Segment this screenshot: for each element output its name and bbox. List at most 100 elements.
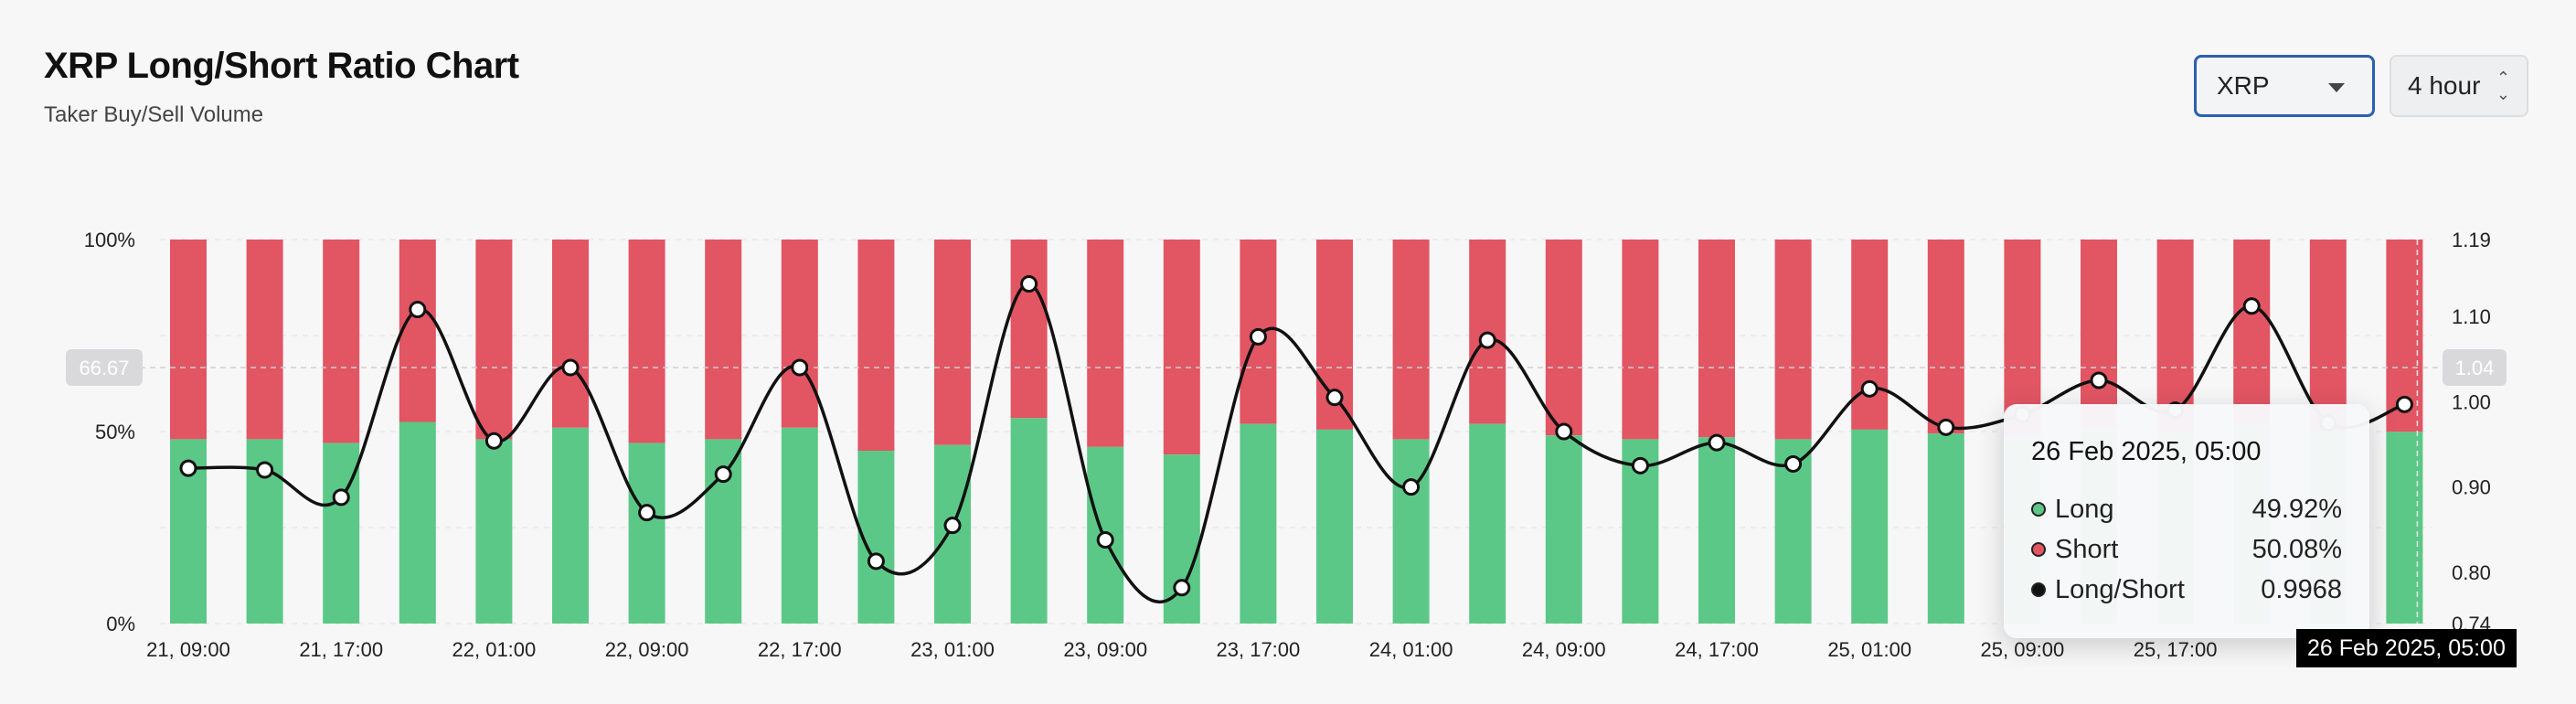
- short-bar: [1622, 240, 1659, 440]
- tooltip-date: 26 Feb 2025, 05:00: [2031, 437, 2262, 466]
- long-bar: [1392, 439, 1430, 624]
- x-axis-tick: 23, 01:00: [910, 638, 995, 661]
- short-bar: [1545, 240, 1582, 436]
- short-bar: [1163, 240, 1200, 455]
- tooltip-row-ratio: Long/Short 0.9968: [2031, 570, 2342, 610]
- interval-select-value: 4 hour: [2408, 71, 2481, 100]
- ratio-point: [179, 459, 197, 477]
- tooltip-short-label: Short: [2055, 534, 2119, 564]
- ratio-point: [1402, 478, 1421, 496]
- long-bar: [1851, 429, 1889, 624]
- x-axis-tick: 21, 09:00: [146, 638, 230, 661]
- x-axis-tick: 25, 09:00: [1981, 638, 2065, 661]
- symbol-select-value: XRP: [2217, 71, 2270, 100]
- short-bar: [170, 240, 207, 440]
- left-axis-tick: 100%: [84, 229, 135, 251]
- short-bar: [1087, 240, 1124, 447]
- tooltip-long-label: Long: [2055, 494, 2114, 524]
- short-bar: [934, 240, 971, 445]
- ratio-point: [867, 552, 885, 571]
- short-bar: [1698, 240, 1735, 438]
- chart-subtitle: Taker Buy/Sell Volume: [44, 102, 264, 127]
- short-bar: [2081, 240, 2117, 428]
- tooltip-ratio-value: 0.9968: [2261, 574, 2342, 604]
- left-value-badge: [66, 349, 143, 386]
- ratio-point: [638, 504, 656, 522]
- long-bar: [628, 443, 665, 624]
- chart-title: XRP Long/Short Ratio Chart: [44, 46, 519, 86]
- long-bar: [1240, 423, 1277, 624]
- ratio-point: [1937, 418, 1955, 436]
- ratio-point: [714, 465, 732, 484]
- ratio-point: [256, 461, 274, 479]
- long-bar: [1469, 423, 1506, 624]
- long-dot-icon: [2031, 502, 2046, 517]
- updown-chevron-icon: ⌃ ⌄: [2496, 69, 2510, 103]
- interval-select[interactable]: 4 hour ⌃ ⌄: [2390, 55, 2528, 117]
- ratio-point: [2090, 371, 2108, 389]
- x-axis-tick: 24, 09:00: [1522, 638, 1606, 661]
- short-bar: [1851, 240, 1889, 430]
- ratio-point: [1325, 389, 1344, 407]
- chart-tooltip: 26 Feb 2025, 05:00 Long 49.92% Short 50.…: [2004, 404, 2369, 638]
- x-axis-tick: 22, 17:00: [758, 638, 842, 661]
- short-bar: [399, 240, 436, 422]
- symbol-select[interactable]: XRP: [2194, 55, 2375, 117]
- ratio-line: [187, 282, 2405, 604]
- short-dot-icon: [2031, 542, 2046, 557]
- short-bar: [2004, 240, 2041, 436]
- tooltip-ratio-label: Long/Short: [2055, 574, 2185, 604]
- x-axis-tick: 24, 01:00: [1369, 638, 1453, 661]
- tooltip-row-long: Long 49.92%: [2031, 489, 2342, 529]
- x-axis-tick: 22, 01:00: [452, 638, 537, 661]
- long-bar: [1927, 433, 1964, 624]
- ratio-point: [409, 301, 427, 319]
- x-axis-tick: 23, 17:00: [1217, 638, 1301, 661]
- ratio-point: [1249, 327, 1267, 346]
- ratio-point: [2395, 395, 2413, 413]
- ratio-point: [1860, 379, 1879, 398]
- short-bar: [2233, 240, 2271, 424]
- long-bar: [1698, 437, 1735, 624]
- short-bar: [1774, 240, 1812, 440]
- ratio-point: [1708, 433, 1726, 452]
- long-bar: [934, 444, 971, 624]
- long-bar: [1545, 435, 1582, 624]
- x-axis-tick: 25, 01:00: [1827, 638, 1911, 661]
- caret-down-icon: [2328, 83, 2345, 92]
- x-axis-tick: 24, 17:00: [1675, 638, 1759, 661]
- ratio-point: [484, 432, 503, 450]
- long-bar: [781, 427, 818, 624]
- tooltip-short-value: 50.08%: [2251, 534, 2342, 564]
- x-axis-tick: 21, 17:00: [299, 638, 383, 661]
- ratio-point: [943, 517, 962, 535]
- right-axis-tick: 0.90: [2452, 476, 2491, 499]
- right-axis-tick: 1.10: [2452, 305, 2491, 328]
- ratio-point: [1478, 331, 1496, 349]
- ratio-point: [1096, 531, 1114, 549]
- left-axis-tick: 50%: [95, 421, 135, 443]
- short-bar: [2309, 240, 2347, 432]
- ratio-point: [791, 358, 809, 377]
- ratio-point: [561, 358, 580, 377]
- left-value-badge-text: 66.67: [79, 357, 129, 379]
- short-bar: [1010, 240, 1048, 419]
- left-axis-tick: 0%: [106, 613, 135, 635]
- right-value-badge-text: 1.04: [2455, 357, 2495, 379]
- right-value-badge: [2443, 349, 2507, 386]
- short-bar: [552, 240, 589, 428]
- long-bar: [1316, 429, 1353, 624]
- crosshair-x-label: 26 Feb 2025, 05:00: [2296, 629, 2517, 667]
- short-bar: [705, 240, 742, 440]
- ratio-point: [1020, 275, 1038, 293]
- short-bar: [628, 240, 665, 443]
- ratio-point: [2242, 297, 2261, 315]
- ratio-point: [332, 488, 350, 507]
- long-bar: [323, 443, 360, 624]
- short-bar: [475, 240, 513, 440]
- ratio-point: [1173, 579, 1191, 597]
- short-bar: [246, 240, 283, 440]
- short-bar: [323, 240, 360, 443]
- ratio-point: [1631, 456, 1649, 475]
- ratio-point: [1784, 454, 1803, 473]
